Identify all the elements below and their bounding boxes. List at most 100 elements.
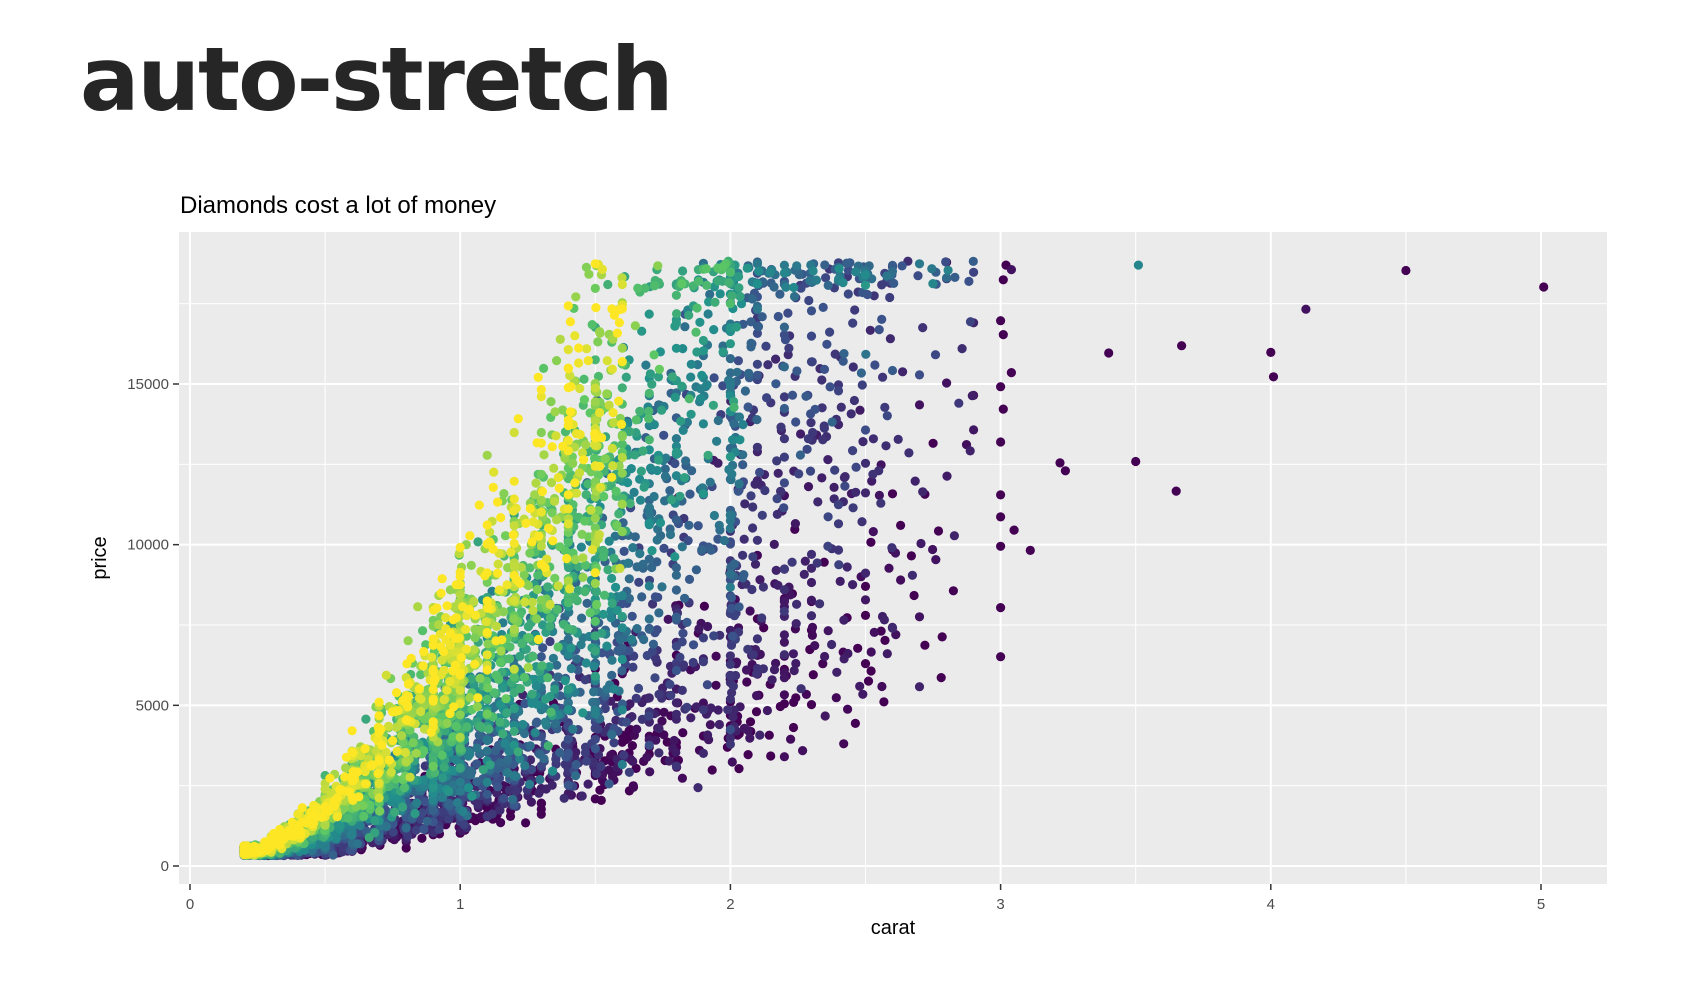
data-point xyxy=(694,276,704,286)
data-point xyxy=(838,356,848,366)
data-point xyxy=(524,779,535,790)
data-point xyxy=(705,720,716,730)
data-point xyxy=(648,599,658,609)
data-point xyxy=(603,565,613,575)
data-point xyxy=(495,717,505,727)
data-point xyxy=(671,290,682,300)
data-point xyxy=(632,624,642,634)
data-point xyxy=(660,464,670,474)
data-point xyxy=(893,434,903,444)
data-point xyxy=(806,549,817,560)
data-point xyxy=(640,283,650,293)
data-point xyxy=(698,489,709,499)
data-point xyxy=(609,738,619,748)
data-point xyxy=(788,649,799,659)
data-point xyxy=(851,267,861,277)
data-point xyxy=(964,276,974,286)
data-point xyxy=(729,611,740,621)
data-point xyxy=(779,650,790,660)
data-point xyxy=(472,777,482,787)
data-point xyxy=(664,756,674,766)
data-point xyxy=(671,318,682,328)
data-point xyxy=(709,373,719,383)
data-point xyxy=(738,550,748,560)
data-point xyxy=(819,364,830,374)
data-point xyxy=(495,657,505,668)
data-point xyxy=(644,581,654,591)
data-point xyxy=(685,489,695,499)
data-point xyxy=(684,394,694,404)
data-point xyxy=(617,599,627,609)
data-point xyxy=(742,263,752,273)
data-point xyxy=(739,534,749,544)
data-point xyxy=(806,595,817,605)
data-point xyxy=(870,360,880,370)
data-point xyxy=(860,581,871,592)
data-point xyxy=(884,563,894,573)
data-point xyxy=(752,669,762,679)
data-point xyxy=(496,699,506,710)
data-point xyxy=(596,761,606,772)
data-point xyxy=(803,434,814,444)
data-point xyxy=(930,350,941,360)
data-point xyxy=(1060,466,1070,476)
data-point xyxy=(779,403,790,414)
data-point xyxy=(654,748,664,758)
data-point xyxy=(343,813,353,823)
data-point xyxy=(817,473,827,483)
data-point xyxy=(842,562,852,572)
data-point xyxy=(868,527,878,537)
data-point xyxy=(713,276,723,286)
data-point xyxy=(494,674,504,685)
data-point xyxy=(531,718,541,728)
data-point xyxy=(806,700,817,710)
data-point xyxy=(931,555,941,565)
data-point xyxy=(571,760,581,770)
data-point xyxy=(590,523,600,533)
data-point xyxy=(671,585,682,595)
data-point xyxy=(671,612,682,622)
data-point xyxy=(1025,545,1035,556)
data-point xyxy=(937,632,947,642)
data-point xyxy=(762,705,773,716)
data-point xyxy=(1006,265,1017,275)
data-point xyxy=(484,724,494,734)
data-point xyxy=(503,755,513,765)
data-point xyxy=(617,383,627,393)
data-point xyxy=(1006,368,1017,378)
data-point xyxy=(855,681,865,691)
data-point xyxy=(885,334,896,344)
data-point xyxy=(644,388,654,398)
data-point xyxy=(734,283,744,293)
data-point xyxy=(671,747,681,758)
data-point xyxy=(803,482,814,492)
data-point xyxy=(671,447,682,457)
data-point xyxy=(856,368,867,378)
data-point xyxy=(907,570,918,580)
data-point xyxy=(887,623,898,633)
data-point xyxy=(910,476,920,486)
data-point xyxy=(913,271,923,281)
data-point xyxy=(857,517,867,527)
data-point xyxy=(725,368,736,378)
data-point xyxy=(678,628,688,638)
data-point xyxy=(686,713,696,723)
data-point xyxy=(687,466,697,476)
data-point xyxy=(748,523,758,533)
data-point xyxy=(654,689,664,700)
data-point xyxy=(388,827,398,837)
data-point xyxy=(671,709,682,719)
data-point xyxy=(671,515,682,525)
data-point xyxy=(914,370,925,380)
data-point xyxy=(752,370,763,380)
data-point xyxy=(743,644,753,654)
data-point xyxy=(781,282,791,292)
data-point xyxy=(839,349,849,359)
data-point xyxy=(996,382,1006,392)
data-point xyxy=(478,765,488,775)
data-point xyxy=(764,730,774,740)
data-point xyxy=(914,259,925,269)
data-point xyxy=(637,326,647,336)
data-point xyxy=(624,767,635,777)
